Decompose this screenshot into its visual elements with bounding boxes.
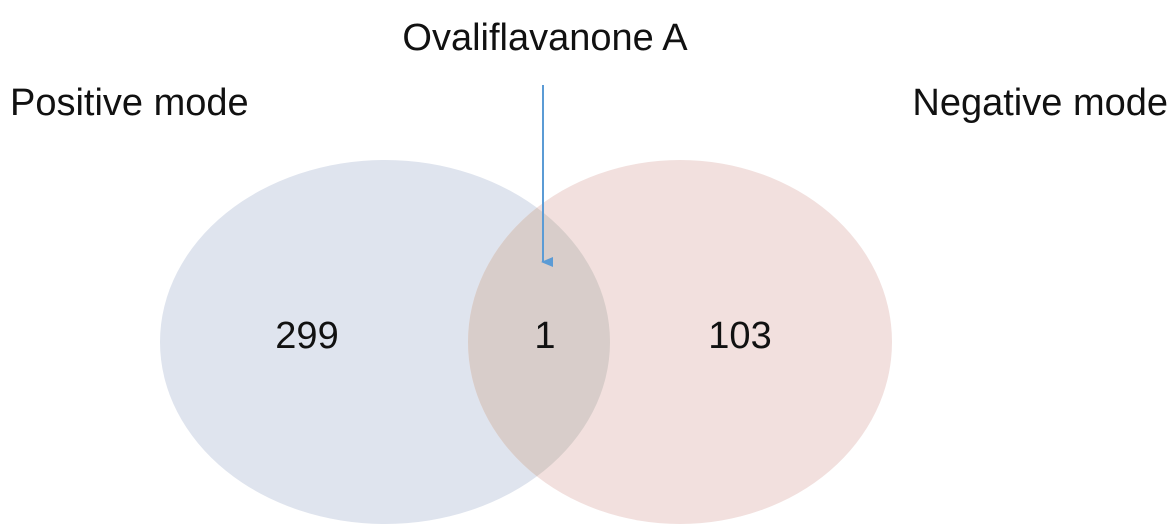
intersection-count: 1 (534, 315, 555, 357)
set-label: Positive mode (10, 82, 249, 124)
set-label: Negative mode (912, 82, 1168, 124)
set-count: 103 (708, 315, 771, 357)
set-count: 299 (275, 315, 338, 357)
intersection-annotation: Ovaliflavanone A (402, 17, 688, 59)
intersection-region (468, 160, 610, 524)
